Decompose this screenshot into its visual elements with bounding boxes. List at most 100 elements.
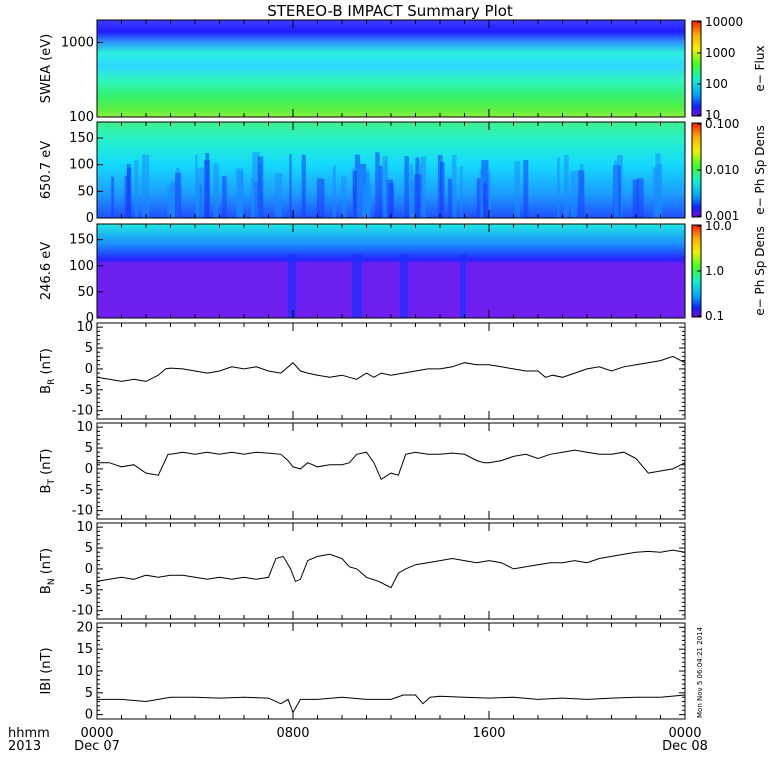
spectrogram-streak	[366, 168, 370, 218]
panel-5-series-line	[97, 449, 686, 481]
panel-6-frame	[96, 522, 686, 620]
plot-title: STEREO-B IMPACT Summary Plot	[267, 2, 513, 20]
y-tick-label: 100	[69, 259, 94, 274]
panel-7-frame	[96, 622, 686, 720]
y-tick-label: 10	[76, 320, 93, 335]
y-tick-label: -10	[72, 604, 93, 619]
spectrogram-streak	[353, 186, 356, 218]
spectrogram-streak	[167, 185, 172, 218]
spectrogram-streak	[409, 164, 414, 218]
spectrogram-streak	[488, 171, 491, 218]
colorbar-tick-label: 1.0	[705, 264, 724, 278]
y-tick-label: 100	[69, 110, 94, 125]
x-tick-date-label: Dec 08	[662, 739, 708, 754]
spectrogram-streak	[252, 152, 260, 218]
colorbar-tick-label: 10.0	[705, 219, 732, 233]
timestamp-stamp: Mon Nov 5 06:04:21 2014	[696, 626, 704, 718]
spectrogram-streak	[389, 182, 394, 218]
spectrogram-streak	[514, 161, 521, 218]
panel-1-colorbar	[691, 20, 702, 117]
spectrogram-streak	[476, 178, 481, 218]
spectrogram-streak	[523, 160, 529, 218]
spectrogram-streak	[301, 154, 306, 218]
y-tick-label: 150	[69, 131, 94, 146]
spectrogram-streak	[557, 157, 560, 218]
spectrogram-dropout	[400, 254, 408, 318]
colorbar-tick-label: 0.100	[705, 117, 739, 131]
panel-6-series-line	[96, 549, 686, 589]
spectrogram-streak	[447, 178, 453, 218]
y-tick-label: -5	[80, 483, 93, 498]
spectrogram-streak	[571, 170, 577, 218]
colorbar-tick-label: 100	[705, 77, 728, 91]
y-tick-label: -10	[72, 404, 93, 419]
spectrogram-streak	[652, 167, 657, 218]
colorbar-tick-label: 10	[705, 108, 720, 122]
x-tick-label: 1600	[472, 726, 505, 741]
panel-3-spectrogram	[97, 224, 685, 318]
y-tick-label: 5	[85, 441, 93, 456]
colorbar-tick-label: 0.001	[705, 209, 739, 223]
spectrogram-streak	[257, 156, 264, 218]
x-tick-date-label: Dec 07	[74, 739, 120, 754]
spectrogram-streak	[332, 165, 336, 218]
y-tick-label: 5	[85, 341, 93, 356]
y-tick-label: 10	[76, 420, 93, 435]
spectrogram-streak	[274, 173, 283, 218]
y-tick-label: 10	[76, 520, 93, 535]
spectrogram-streak	[111, 176, 115, 218]
spectrogram-streak	[564, 155, 569, 218]
panel-4-ylabel: BR (nT)	[39, 348, 57, 394]
y-tick-label: 50	[77, 285, 94, 300]
colorbar-tick-label: 0.1	[705, 309, 724, 323]
y-tick-label: -5	[80, 383, 93, 398]
y-tick-label: 20	[76, 620, 93, 635]
spectrogram-streak	[384, 161, 387, 218]
spectrogram-streak	[213, 163, 219, 218]
x-tick-label: 0000	[80, 726, 113, 741]
panel-1-ylabel: SWEA (eV)	[39, 34, 54, 103]
spectrogram-streak	[238, 171, 244, 218]
y-tick-label: 0	[86, 211, 94, 226]
y-tick-label: -5	[80, 583, 93, 598]
panel-1-colorbar-label: e− Flux	[753, 45, 767, 91]
spectrogram-streak	[480, 175, 484, 218]
y-tick-label: 5	[85, 686, 93, 701]
panel-2-colorbar-label: e− Ph Sp Dens	[753, 125, 767, 214]
x-axis-label-line1: hhmm	[8, 726, 50, 741]
spectrogram-streak	[195, 154, 198, 218]
spectrogram-streak	[316, 178, 325, 218]
spectrogram-streak	[460, 166, 463, 218]
y-tick-label: 50	[77, 184, 94, 199]
panel-4-frame	[96, 322, 686, 420]
spectrogram-streak	[141, 154, 150, 218]
y-tick-label: 10	[76, 664, 93, 679]
spectrogram-streak	[614, 160, 619, 218]
y-tick-label: 100	[69, 158, 94, 173]
spectrogram-streak	[420, 156, 427, 218]
panel-5-ylabel: BT (nT)	[39, 449, 57, 494]
y-tick-label: 1000	[61, 35, 94, 50]
y-tick-label: 5	[85, 541, 93, 556]
spectrogram-streak	[437, 155, 443, 218]
y-tick-label: 150	[69, 233, 94, 248]
y-tick-label: 0	[85, 708, 93, 723]
spectrogram-streak	[204, 160, 210, 218]
spectrogram-streak	[171, 181, 178, 218]
colorbar-tick-label: 0.010	[705, 163, 739, 177]
spectrogram-streak	[656, 163, 663, 218]
y-tick-label: 15	[76, 642, 93, 657]
panel-3-ylabel: 246.6 eV	[39, 242, 54, 300]
spectrogram-streak	[452, 155, 457, 218]
y-tick-label: 0	[85, 462, 93, 477]
colorbar-tick-label: 1000	[705, 46, 736, 60]
panel-6-ylabel: BN (nT)	[39, 548, 57, 594]
panel-7-series-line	[97, 694, 686, 714]
spectrogram-streak	[358, 167, 367, 218]
y-tick-label: 0	[85, 562, 93, 577]
spectrogram-streak	[126, 164, 131, 218]
spectrogram-streak	[379, 166, 383, 218]
spectrogram-streak	[375, 152, 380, 218]
colorbar-tick-label: 10000	[705, 15, 743, 29]
